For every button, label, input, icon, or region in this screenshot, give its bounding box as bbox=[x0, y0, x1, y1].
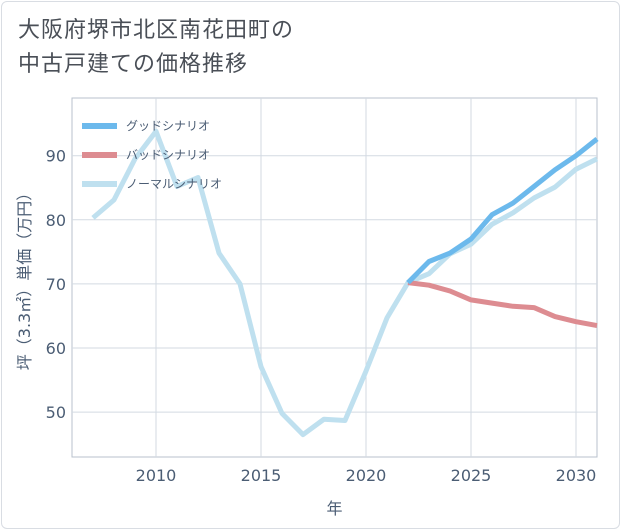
y-tick-80: 80 bbox=[46, 211, 66, 230]
x-tick-2010: 2010 bbox=[136, 466, 177, 485]
y-tick-60: 60 bbox=[46, 339, 66, 358]
y-tick-90: 90 bbox=[46, 147, 66, 166]
x-tick-2030: 2030 bbox=[556, 466, 597, 485]
chart-title-line1: 大阪府堺市北区南花田町の bbox=[18, 18, 295, 43]
legend-label-bad: バッドシナリオ bbox=[126, 148, 210, 162]
y-axis-label: 坪（3.3㎡）単価（万円） bbox=[15, 185, 34, 370]
series-line-bad bbox=[407, 280, 598, 329]
grid-lines bbox=[72, 98, 597, 457]
chart-title: 大阪府堺市北区南花田町の 中古戸建ての価格推移 bbox=[18, 14, 294, 82]
tick-labels: 2010 2015 2020 2025 2030 50 60 70 80 90 bbox=[46, 147, 597, 485]
plot-area bbox=[71, 97, 598, 458]
series-lines bbox=[91, 128, 599, 438]
x-tick-2015: 2015 bbox=[241, 466, 282, 485]
y-tick-70: 70 bbox=[46, 275, 66, 294]
series-line-normal bbox=[91, 128, 599, 438]
series-line-good bbox=[406, 137, 599, 285]
x-tick-2020: 2020 bbox=[346, 466, 387, 485]
y-tick-50: 50 bbox=[46, 403, 66, 422]
chart-title-line2: 中古戸建ての価格推移 bbox=[18, 52, 249, 77]
legend-label-good: グッドシナリオ bbox=[126, 119, 210, 133]
legend-label-normal: ノーマルシナリオ bbox=[126, 177, 222, 191]
x-tick-2025: 2025 bbox=[451, 466, 492, 485]
x-axis-label: 年 bbox=[326, 499, 342, 518]
